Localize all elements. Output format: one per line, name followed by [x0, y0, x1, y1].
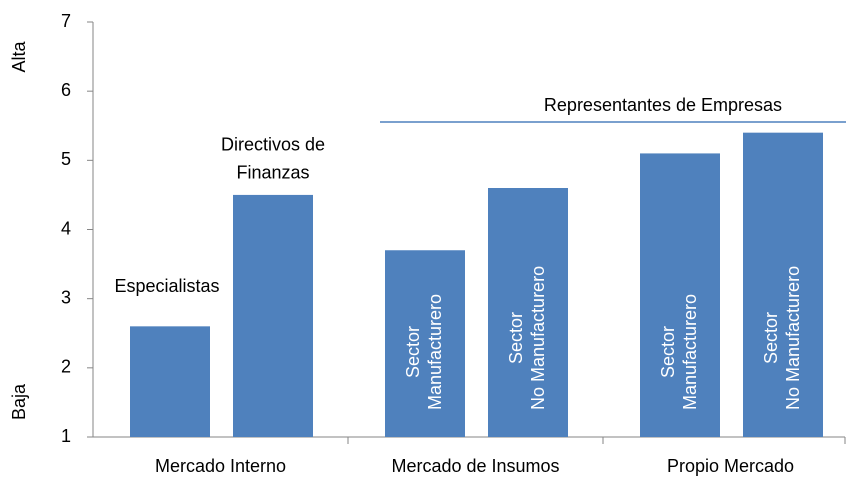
bar-label: Especialistas [114, 276, 219, 296]
bar-label: Manufacturero [425, 294, 445, 410]
bar [130, 326, 210, 437]
bar-label: No Manufacturero [528, 266, 548, 410]
y-tick-label: 5 [61, 149, 71, 169]
bar [743, 132, 823, 437]
bar-label: No Manufacturero [783, 266, 803, 410]
bar-label: Directivos de [221, 135, 325, 155]
bar [385, 250, 465, 437]
bar-label: Sector [761, 312, 781, 364]
y-tick-label: 2 [61, 357, 71, 377]
y-side-label: Baja [9, 383, 29, 420]
bar-label: Finanzas [236, 163, 309, 183]
y-tick-label: 4 [61, 218, 71, 238]
bar-label: Sector [658, 326, 678, 378]
y-tick-label: 6 [61, 80, 71, 100]
y-side-label: Alta [9, 41, 29, 73]
bar-label: Manufacturero [680, 294, 700, 410]
bar [640, 153, 720, 437]
group-label: Mercado Interno [155, 456, 286, 476]
y-tick-label: 7 [61, 11, 71, 31]
group-label: Mercado de Insumos [391, 456, 559, 476]
bar-label: Sector [506, 312, 526, 364]
y-tick-label: 3 [61, 287, 71, 307]
group-label: Propio Mercado [667, 456, 794, 476]
bar [233, 194, 313, 437]
bar-label: Sector [403, 326, 423, 378]
bar [488, 188, 568, 437]
y-tick-label: 1 [61, 426, 71, 446]
annotation: Representantes de Empresas [544, 95, 782, 115]
